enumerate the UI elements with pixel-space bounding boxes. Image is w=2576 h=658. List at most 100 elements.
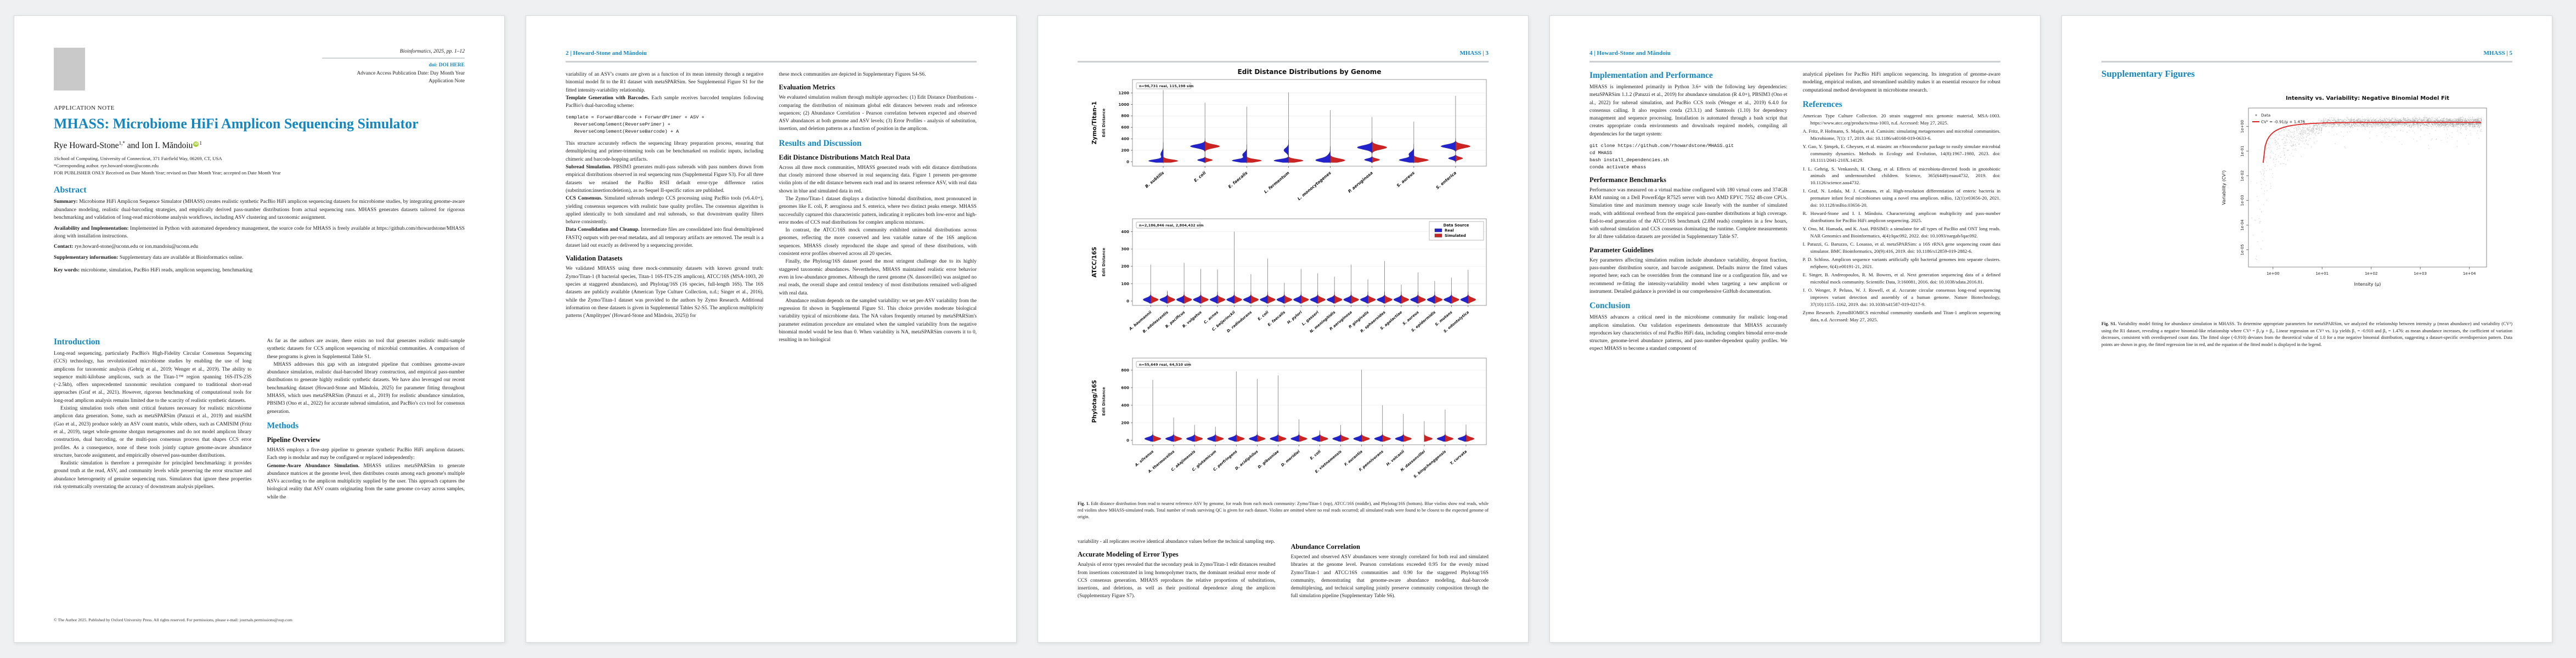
flow-ref: Zymo Research. ZymoBIOMICS microbial com… (1802, 309, 2001, 322)
svg-text:300: 300 (1121, 247, 1129, 252)
svg-text:E. coli: E. coli (1193, 170, 1207, 183)
flow-lead: Subread Simulation. PBSIM3 generates mul… (566, 164, 764, 194)
svg-text:400: 400 (1121, 403, 1129, 407)
page-5: MHASS | 5 Supplementary Figures Intensit… (2061, 15, 2552, 643)
flow-p: We validated MHASS using three mock-comm… (566, 266, 764, 319)
flow-p: Analysis of error types revealed that th… (1078, 562, 1276, 599)
running-head: 2 | Howard-Stone and Măndoiu (566, 50, 647, 56)
abstract-paragraph: Supplementary information: Supplementary… (54, 254, 244, 260)
svg-text:1e-01: 1e-01 (2240, 146, 2245, 157)
page3-left-column: variability - all replicates receive ide… (1078, 538, 1276, 620)
flow-h3: Evaluation Metrics (779, 83, 835, 92)
flow-p: variability - all replicates receive ide… (1078, 539, 1275, 544)
svg-text:200: 200 (1121, 264, 1129, 269)
flow-p: This structure accurately reflects the s… (566, 141, 764, 162)
figure-1-caption-label: Fig. 1. (1078, 501, 1090, 506)
svg-text:E. coli: E. coli (1257, 310, 1270, 321)
flow-ref: Y. Gao, Y. Şimşek, E. Gheysen, et al. mi… (1802, 143, 2001, 163)
flow-ref: J. O. Wenger, P. Peluso, W. J. Rowell, e… (1802, 287, 2001, 307)
svg-text:Phylotag/16S: Phylotag/16S (1091, 380, 1098, 423)
svg-text:1e+02: 1e+02 (2365, 271, 2378, 276)
svg-text:n=2,186,846 real, 2,804,432 si: n=2,186,846 real, 2,804,432 sim (1139, 223, 1204, 228)
flow-p: We evaluated simulation realism through … (779, 95, 977, 132)
svg-text:A. silvanus: A. silvanus (1134, 449, 1154, 468)
figure-s1-caption: Fig. S1. Variability model fitting for a… (2101, 321, 2512, 348)
author-1: Rye Howard-Stone (54, 140, 119, 150)
svg-text:CV² = -0.91/μ + 1.476: CV² = -0.91/μ + 1.476 (2261, 120, 2306, 124)
svg-text:Simulated: Simulated (1445, 234, 1466, 238)
flow-ref: J. Graf, N. Ledala, M. J. Caimano, et al… (1802, 188, 2001, 208)
flow-h3: Validation Datasets (566, 254, 623, 263)
flow-pi: Finally, the Phylotag/16S dataset posed … (779, 259, 977, 296)
svg-text:S. enterica: S. enterica (1435, 171, 1457, 190)
svg-text:200: 200 (1121, 421, 1129, 425)
svg-text:600: 600 (1121, 126, 1129, 130)
journal-header-block: Bioinformatics, 2025, pp. 1–12 doi: DOI … (322, 48, 465, 85)
abstract-paragraph: Summary: Microbiome HiFi Amplicon Sequen… (54, 198, 465, 221)
svg-text:1000: 1000 (1119, 103, 1130, 107)
flow-ref: P. D. Schloss. Amplicon sequence variant… (1802, 257, 2001, 269)
flow-h3: Pipeline Overview (267, 435, 321, 444)
svg-text:100: 100 (1121, 282, 1129, 286)
flow-lead: Genome-Aware Abundance Simulation. MHASS… (267, 463, 465, 500)
flow-p: Performance was measured on a virtual ma… (1589, 187, 1788, 240)
flow-ref: American Type Culture Collection. 20 str… (1802, 112, 2001, 126)
corresponding-author-line: *Corresponding author. rye.howard-stone@… (54, 163, 159, 169)
flow-code: git clone https://github.com/rhowardston… (1589, 143, 1734, 170)
svg-text:Intensity vs. Variability: Neg: Intensity vs. Variability: Negative Bino… (2286, 95, 2449, 101)
svg-text:800: 800 (1121, 368, 1129, 372)
svg-text:D. acidiphilus: D. acidiphilus (1235, 449, 1259, 471)
svg-text:400: 400 (1121, 230, 1129, 234)
orcid-icon[interactable]: iD (193, 141, 199, 147)
figure-1-caption: Fig. 1. Edit distance distribution from … (1078, 501, 1489, 520)
svg-text:1e+00: 1e+00 (2267, 271, 2280, 276)
author-2: Ion I. Măndoiu (142, 140, 193, 150)
flow-h3: Performance Benchmarks (1589, 175, 1666, 184)
flow-p: Across all three mock communities, MHASS… (779, 164, 977, 194)
flow-ref: I. Patuzzi, G. Baruzzo, C. Losasso, et a… (1802, 241, 2001, 254)
svg-text:1e-02: 1e-02 (2240, 171, 2245, 181)
svg-text:200: 200 (1121, 148, 1129, 152)
flow-h2: Methods (267, 421, 299, 430)
svg-text:L. fermentum: L. fermentum (1263, 171, 1290, 195)
svg-text:800: 800 (1121, 114, 1129, 118)
svg-text:Edit Distance: Edit Distance (1102, 248, 1106, 277)
flow-pi: Abundance realism depends on the sampled… (779, 298, 977, 343)
svg-text:Edit Distance: Edit Distance (1102, 387, 1106, 416)
svg-text:Real: Real (1445, 229, 1454, 233)
author-2-sup: 1 (199, 140, 202, 146)
journal-rule (322, 58, 465, 59)
keywords-line: Key words: microbiome, simulation, PacBi… (54, 267, 465, 273)
svg-text:0: 0 (1126, 299, 1129, 303)
abstract-paragraph: Availability and Implementation: Impleme… (54, 225, 465, 239)
svg-text:T. curvata: T. curvata (1449, 449, 1468, 466)
svg-text:n=96,731 real, 115,198 sim: n=96,731 real, 115,198 sim (1139, 84, 1194, 88)
supplementary-figures-heading: Supplementary Figures (2101, 69, 2195, 79)
svg-text:Data: Data (2261, 113, 2270, 118)
page4-left-column: Implementation and Performance MHASS is i… (1589, 71, 1788, 615)
svg-text:n=55,649 real, 64,510 sim: n=55,649 real, 64,510 sim (1139, 362, 1191, 367)
page-4: 4 | Howard-Stone and Măndoiu Implementat… (1549, 15, 2040, 643)
running-head: 4 | Howard-Stone and Măndoiu (1589, 50, 1671, 56)
svg-text:Intensity (μ): Intensity (μ) (2354, 282, 2381, 287)
flow-lead: Data Consolidation and Cleanup. Intermed… (566, 227, 764, 249)
svg-text:B. subtilis: B. subtilis (1144, 170, 1165, 189)
copyright-footer: © The Author 2025. Published by Oxford U… (54, 617, 292, 623)
svg-text:Edit Distance: Edit Distance (1102, 109, 1106, 138)
running-head: MHASS | 5 (2483, 50, 2512, 56)
flow-pi: MHASS addresses this gap with an integra… (267, 361, 465, 415)
svg-text:C. acnes: C. acnes (1203, 310, 1220, 325)
svg-text:Data Source: Data Source (1444, 223, 1469, 228)
flow-p: Expected and observed ASV abundances wer… (1290, 554, 1489, 599)
flow-pi: Realistic simulation is therefore a prer… (54, 461, 252, 490)
keywords-label: Key words: (54, 267, 80, 274)
doi-link[interactable]: doi: DOI HERE (429, 63, 465, 69)
flow-h3: Abundance Correlation (1290, 543, 1361, 551)
journal-citation: Bioinformatics, 2025, pp. 1–12 (399, 49, 465, 54)
figure-1-caption-text: Edit distance distribution from read to … (1078, 501, 1489, 519)
svg-text:600: 600 (1121, 385, 1129, 390)
svg-text:1e-05: 1e-05 (2240, 244, 2245, 255)
svg-text:E. coli: E. coli (1309, 449, 1322, 461)
flow-p: MHASS employs a five-step pipeline to ge… (267, 447, 465, 461)
page1-left-column: Introduction Long-read sequencing, partic… (54, 337, 252, 608)
